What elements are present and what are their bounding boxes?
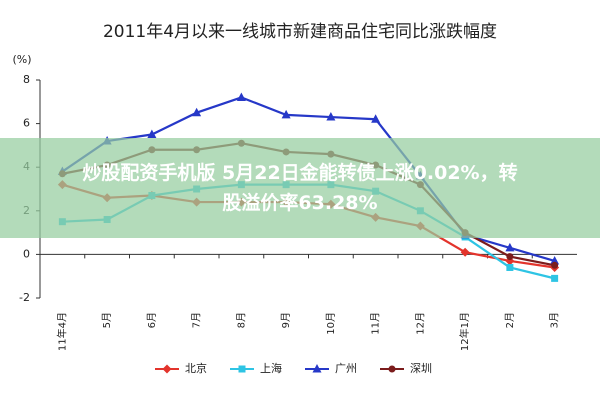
legend-label: 上海	[260, 361, 282, 375]
x-tick-label: 7月	[191, 312, 203, 328]
banner: 炒股配资手机版 5月22日金能转债上涨0.02%，转 股溢价率63.28%	[0, 138, 600, 238]
marker	[551, 274, 559, 282]
y-tick-label: -2	[19, 291, 30, 304]
marker	[281, 109, 291, 119]
y-tick-label: 6	[23, 117, 30, 130]
x-tick-label: 12月	[414, 312, 426, 335]
x-tick-label: 8月	[235, 312, 247, 328]
x-tick-label: 5月	[101, 312, 113, 328]
marker	[162, 364, 172, 374]
x-tick-label: 6月	[146, 312, 158, 328]
y-tick-label: 8	[23, 73, 30, 86]
marker	[506, 263, 514, 271]
marker	[371, 114, 381, 123]
legend-label: 广州	[335, 362, 357, 375]
marker	[551, 261, 559, 269]
x-tick-label: 2月	[504, 312, 516, 328]
x-tick-label: 9月	[280, 312, 292, 328]
marker	[147, 129, 157, 138]
marker	[506, 253, 514, 261]
x-tick-label: 11月	[370, 312, 382, 335]
marker	[326, 112, 336, 121]
marker	[238, 365, 246, 373]
legend: 北京 上海 广州 深圳	[155, 361, 432, 375]
marker	[192, 107, 202, 117]
legend-label: 深圳	[410, 362, 432, 375]
marker	[550, 255, 560, 265]
x-tick-label: 10月	[325, 312, 337, 335]
chart-title: 2011年4月以来一线城市新建商品住宅同比涨跌幅度	[103, 22, 497, 42]
marker	[505, 242, 515, 252]
legend-label: 北京	[185, 361, 207, 375]
marker	[312, 364, 322, 373]
y-axis-label: (%)	[12, 53, 31, 66]
x-tick-label: 12年1月	[458, 312, 471, 351]
marker	[236, 92, 246, 101]
marker	[388, 365, 396, 373]
marker	[460, 247, 470, 257]
y-tick-label: 0	[23, 247, 30, 260]
x-tick-label: 11年4月	[55, 312, 68, 351]
x-tick-label: 3月	[549, 312, 561, 328]
banner-line: 炒股配资手机版 5月22日金能转债上涨0.02%，转	[82, 162, 518, 184]
banner-line: 股溢价率63.28%	[222, 192, 378, 214]
